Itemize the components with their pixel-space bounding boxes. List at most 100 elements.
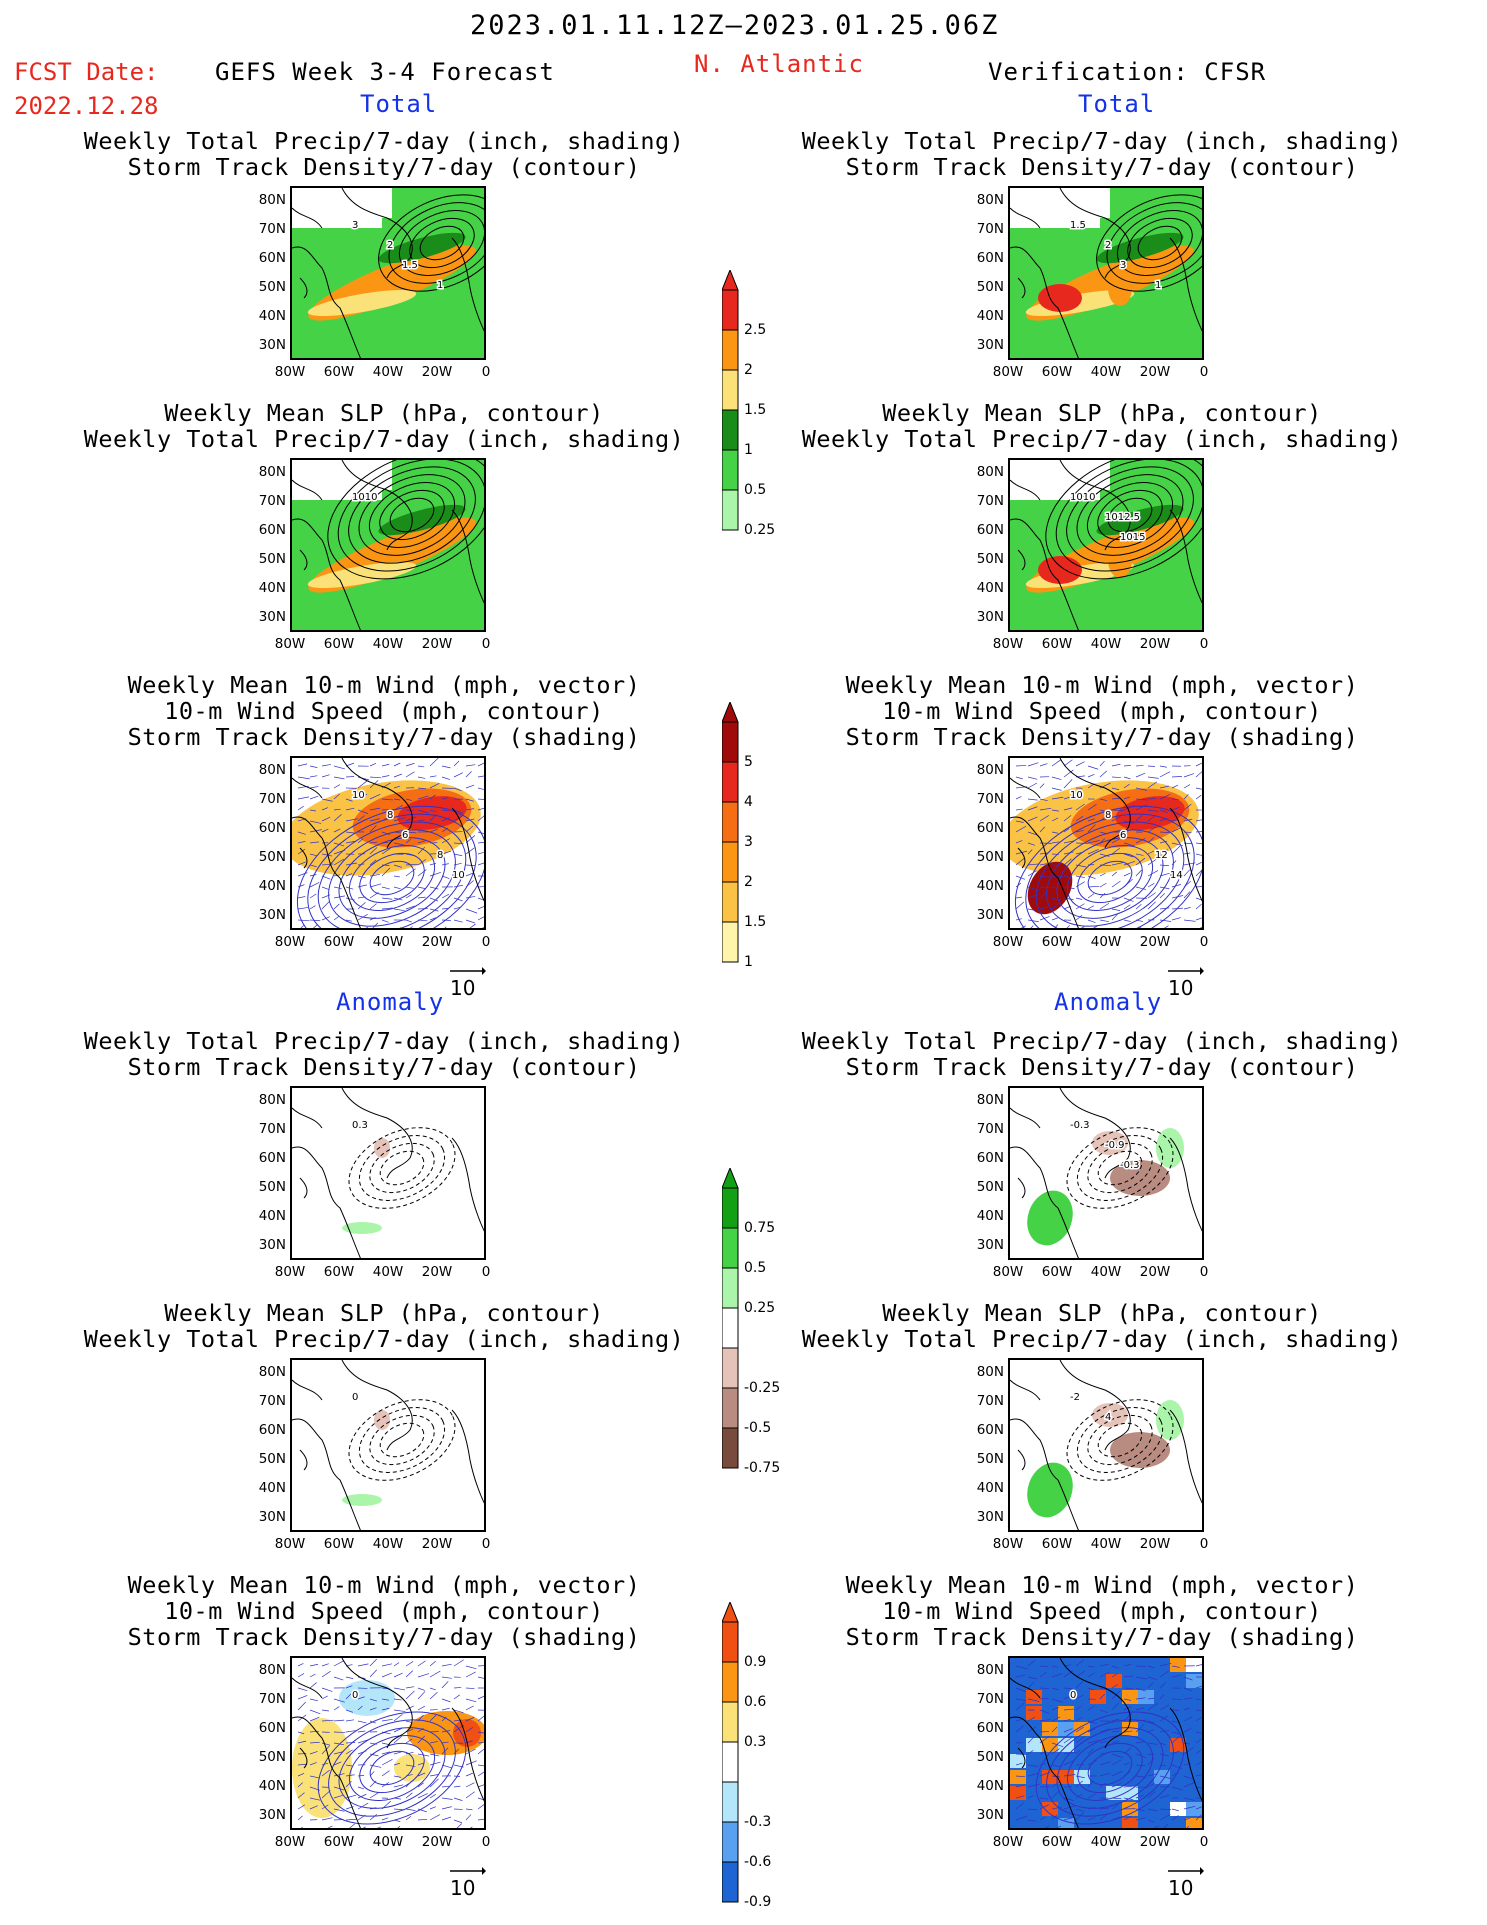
map-panel-r2: 1010 1012.5 1015	[1008, 458, 1204, 632]
storm-anom-cell	[1026, 1706, 1042, 1720]
section-total-right: Total	[1078, 90, 1156, 118]
colorbar-label: 3	[744, 834, 753, 850]
colorbar-label: 2.5	[744, 322, 767, 338]
storm-anom-cell	[1058, 1770, 1074, 1784]
title-line: Storm Track Density/7-day (shading)	[845, 723, 1359, 751]
lon-label: 60W	[323, 1264, 355, 1280]
arrow-icon	[1168, 1867, 1204, 1875]
lat-label: 60N	[258, 1720, 286, 1736]
lat-label: 50N	[976, 849, 1004, 865]
colorbar-label: 2	[744, 874, 753, 890]
lon-label: 0	[481, 934, 491, 950]
coastline	[1010, 1658, 1202, 1828]
wind-vectors	[297, 758, 484, 928]
map-panel-l2: 1010	[290, 458, 486, 632]
title-r4: Weekly Total Precip/7-day (inch, shading…	[782, 1028, 1422, 1080]
lon-label: 20W	[421, 934, 453, 950]
storm-anom-cell	[1058, 1706, 1074, 1720]
lat-label: 30N	[258, 907, 286, 923]
contour-label: 10	[452, 870, 465, 881]
region-label: N. Atlantic	[694, 50, 864, 78]
lat-label: 30N	[258, 1237, 286, 1253]
colorbar-label: 1	[744, 442, 753, 458]
title-line: Storm Track Density/7-day (contour)	[845, 153, 1359, 181]
lon-label: 0	[481, 636, 491, 652]
lon-label: 40W	[372, 1264, 404, 1280]
precip-band	[378, 232, 466, 264]
contour-label: 1.5	[402, 260, 418, 271]
colorbar-label: 0.5	[744, 482, 767, 498]
coastline	[1010, 188, 1202, 358]
lat-label: 30N	[976, 1237, 1004, 1253]
colorbar-segment	[722, 1387, 739, 1429]
precip-band	[1096, 232, 1184, 264]
lat-label: 30N	[258, 1509, 286, 1525]
lat-label: 80N	[258, 192, 286, 208]
lon-label: 20W	[1139, 364, 1171, 380]
lat-label: 30N	[976, 907, 1004, 923]
colorbar-label: 0.3	[744, 1734, 767, 1750]
colorbar-segment	[722, 1307, 739, 1349]
contour-label: 1010	[1070, 492, 1095, 503]
contour-lines	[1066, 1127, 1174, 1209]
lon-label: 40W	[1090, 636, 1122, 652]
colorbar-storm_total	[722, 702, 739, 963]
storm-anom-cell	[1186, 1802, 1202, 1816]
forecast-title: GEFS Week 3-4 Forecast	[215, 58, 555, 86]
contour-lines	[327, 460, 484, 580]
colorbar-segment	[722, 1701, 739, 1743]
storm-anom-cell	[1106, 1674, 1122, 1688]
lon-label: 80W	[992, 934, 1024, 950]
colorbar-segment	[722, 1741, 739, 1783]
map-panel-r5: -2 4	[1008, 1358, 1204, 1532]
title-line: Storm Track Density/7-day (contour)	[845, 1053, 1359, 1081]
precip-anom	[1110, 1160, 1170, 1196]
arrow-icon	[1168, 967, 1204, 975]
storm-anom-cell	[1042, 1802, 1058, 1816]
storm-anom-cell	[1010, 1786, 1026, 1800]
contour-label: 2	[387, 240, 393, 251]
lat-label: 50N	[258, 849, 286, 865]
contour-label: 4	[1105, 1412, 1111, 1423]
contour-label: 2	[1105, 240, 1111, 251]
title-r3: Weekly Mean 10-m Wind (mph, vector) 10-m…	[782, 672, 1422, 750]
colorbar-segment	[722, 1267, 739, 1309]
colorbar-segment	[722, 1821, 739, 1863]
precip-anom	[1027, 1462, 1073, 1518]
lon-label: 20W	[421, 636, 453, 652]
lon-label: 20W	[1139, 1834, 1171, 1850]
coastline	[1010, 460, 1202, 630]
lat-label: 50N	[976, 551, 1004, 567]
title-line: Weekly Total Precip/7-day (inch, shading…	[801, 1027, 1403, 1055]
lat-label: 70N	[976, 1393, 1004, 1409]
colorbar-label: -0.75	[744, 1460, 781, 1476]
storm-anom-cell	[1186, 1674, 1202, 1688]
coastline	[292, 758, 484, 928]
lat-label: 50N	[976, 1451, 1004, 1467]
precip-anom	[1092, 1403, 1128, 1427]
lat-label: 60N	[976, 522, 1004, 538]
lat-label: 80N	[976, 762, 1004, 778]
storm-anom-cell	[1122, 1818, 1138, 1828]
coastline	[292, 1088, 484, 1258]
title-line: Weekly Total Precip/7-day (inch, shading…	[801, 1325, 1403, 1353]
title-r2: Weekly Mean SLP (hPa, contour) Weekly To…	[782, 400, 1422, 452]
lat-label: 70N	[976, 221, 1004, 237]
map-r2: 1010 1012.5 1015	[1010, 460, 1202, 630]
contour-label: 0.3	[352, 1120, 368, 1131]
precip-anom	[374, 1410, 390, 1430]
colorbar-segment	[722, 1187, 739, 1229]
storm-anom-cell	[1186, 1658, 1202, 1672]
lon-label: 80W	[992, 364, 1024, 380]
lon-label: 80W	[992, 1834, 1024, 1850]
contour-label: 12	[1155, 850, 1168, 861]
colorbar-label: 0.25	[744, 522, 776, 538]
colorbar-segment	[722, 1427, 739, 1469]
contour-label: 1	[437, 280, 443, 291]
storm-anom-cell	[1010, 1754, 1026, 1768]
lat-label: 50N	[258, 1451, 286, 1467]
lon-label: 20W	[421, 364, 453, 380]
storm-anom-cell	[1026, 1738, 1042, 1752]
precip-band	[307, 289, 417, 317]
title-line: Weekly Mean 10-m Wind (mph, vector)	[845, 671, 1359, 699]
